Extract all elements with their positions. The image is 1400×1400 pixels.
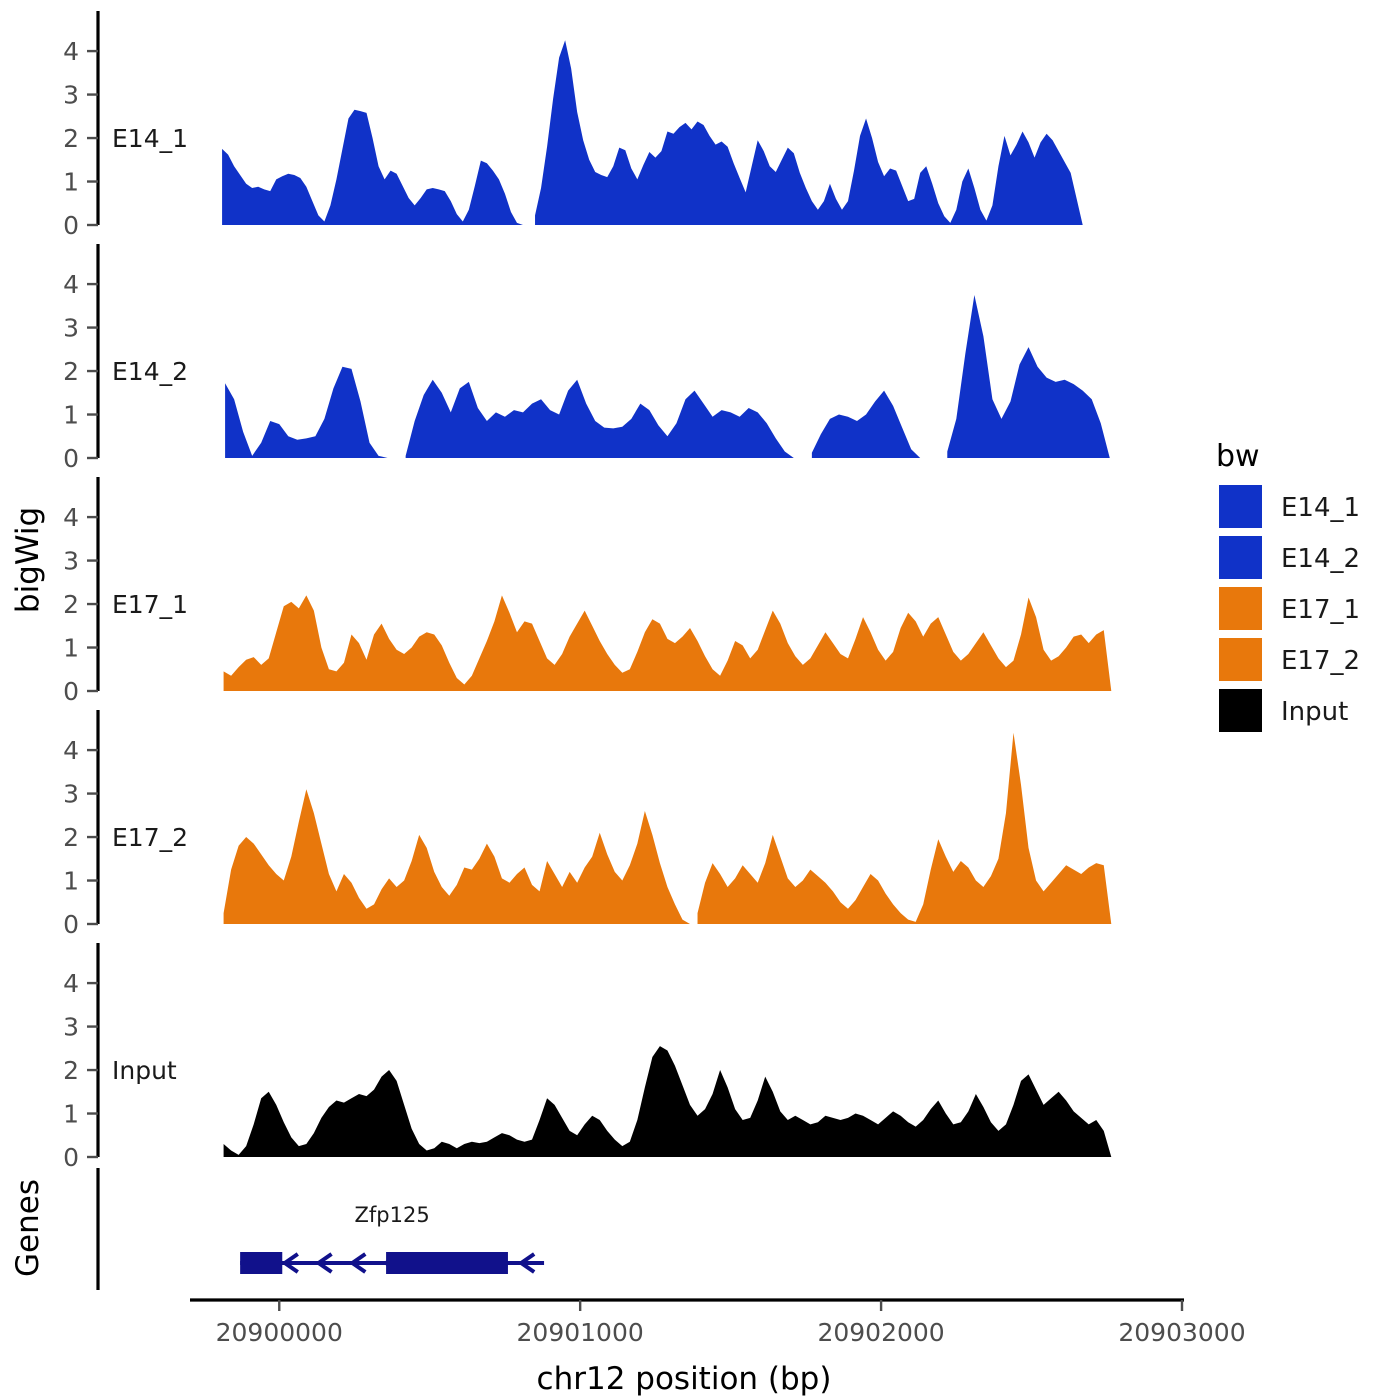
panel-E14_1: 0 1 2 3 4 E14_1 (63, 11, 1083, 240)
legend-item-E17_1[interactable]: E17_1 (1219, 587, 1360, 630)
gene-strand-arrow (517, 1252, 536, 1274)
y-tick-label: 3 (63, 780, 79, 809)
signal-area-E14_2 (811, 390, 921, 458)
x-tick-label: 20902000 (817, 1318, 944, 1347)
legend-swatch-E17_2 (1219, 638, 1262, 681)
gene-Zfp125[interactable]: Zfp125 (240, 1203, 545, 1274)
gene-strand-arrow (348, 1252, 367, 1274)
legend-label-E17_1: E17_1 (1281, 595, 1360, 625)
x-tick-label: 20901000 (517, 1318, 644, 1347)
genes-axis-title: Genes (10, 1179, 46, 1277)
panel-label-E17_2: E17_2 (112, 823, 188, 852)
y-tick-label: 3 (63, 1013, 79, 1042)
x-tick-label: 20903000 (1118, 1318, 1245, 1347)
signal-area-E17_1 (223, 595, 1112, 691)
panel-E17_1: 0 1 2 3 4 E17_1 (63, 477, 1112, 706)
y-tick-label: 0 (63, 677, 79, 706)
y-tick-label: 1 (63, 401, 79, 430)
signal-area-Input (223, 1046, 1112, 1157)
y-tick-label: 4 (63, 736, 79, 765)
gene-exon (240, 1252, 283, 1274)
y-tick-label: 4 (63, 969, 79, 998)
y-tick-label: 3 (63, 547, 79, 576)
y-tick-label: 2 (63, 823, 79, 852)
legend-item-E17_2[interactable]: E17_2 (1219, 638, 1360, 681)
panel-label-E14_1: E14_1 (112, 124, 188, 153)
y-tick-label: 0 (63, 910, 79, 939)
y-tick-label: 4 (63, 270, 79, 299)
legend-label-E17_2: E17_2 (1281, 646, 1360, 676)
legend-title: bw (1216, 439, 1260, 474)
legend-item-E14_1[interactable]: E14_1 (1219, 485, 1360, 528)
signal-area-E14_1 (535, 40, 1083, 225)
signal-area-E14_2 (225, 366, 388, 458)
y-tick-label: 0 (63, 444, 79, 473)
panel-label-E17_1: E17_1 (112, 590, 188, 619)
legend-label-E14_2: E14_2 (1281, 544, 1360, 574)
y-tick-label: 0 (63, 211, 79, 240)
legend-label-Input: Input (1281, 697, 1348, 727)
panel-E17_2: 0 1 2 3 4 E17_2 (63, 710, 1112, 939)
panel-label-E14_2: E14_2 (112, 357, 188, 386)
legend-item-E14_2[interactable]: E14_2 (1219, 536, 1360, 579)
gene-exon (386, 1252, 508, 1274)
signal-area-E17_2 (223, 789, 690, 924)
y-tick-label: 3 (63, 81, 79, 110)
x-axis: 20900000 20901000 20902000 20903000 (190, 1298, 1246, 1347)
y-tick-label: 4 (63, 503, 79, 532)
gene-name-label: Zfp125 (354, 1203, 429, 1227)
y-tick-label: 4 (63, 37, 79, 66)
panel-E14_2: 0 1 2 3 4 E14_2 (63, 244, 1110, 473)
panel-label-Input: Input (112, 1056, 177, 1085)
legend-swatch-E14_1 (1219, 485, 1262, 528)
y-tick-label: 1 (63, 867, 79, 896)
gene-strand-arrow (315, 1252, 333, 1274)
legend-swatch-E17_1 (1219, 587, 1262, 630)
y-tick-label: 2 (63, 590, 79, 619)
signal-area-E14_2 (405, 379, 794, 458)
y-tick-label: 2 (63, 124, 79, 153)
y-tick-label: 1 (63, 168, 79, 197)
legend-swatch-Input (1219, 689, 1262, 732)
y-axis-title: bigWig (10, 507, 46, 613)
signal-area-E14_1 (222, 109, 523, 225)
legend: bw E14_1 E14_2 E17_1 E17_2 Input (1216, 439, 1360, 732)
y-tick-label: 2 (63, 357, 79, 386)
x-axis-title: chr12 position (bp) (537, 1361, 832, 1397)
y-tick-label: 1 (63, 634, 79, 663)
y-tick-label: 3 (63, 314, 79, 343)
panel-Input: 0 1 2 3 4 Input (63, 943, 1112, 1172)
signal-area-E14_2 (947, 294, 1110, 458)
legend-swatch-E14_2 (1219, 536, 1262, 579)
legend-item-Input[interactable]: Input (1219, 689, 1348, 732)
x-tick-label: 20900000 (216, 1318, 343, 1347)
legend-label-E14_1: E14_1 (1281, 493, 1360, 523)
gene-strand-arrow (281, 1252, 299, 1274)
y-tick-label: 1 (63, 1100, 79, 1129)
y-tick-label: 2 (63, 1056, 79, 1085)
y-tick-label: 0 (63, 1143, 79, 1172)
signal-area-E17_2 (697, 732, 1112, 924)
